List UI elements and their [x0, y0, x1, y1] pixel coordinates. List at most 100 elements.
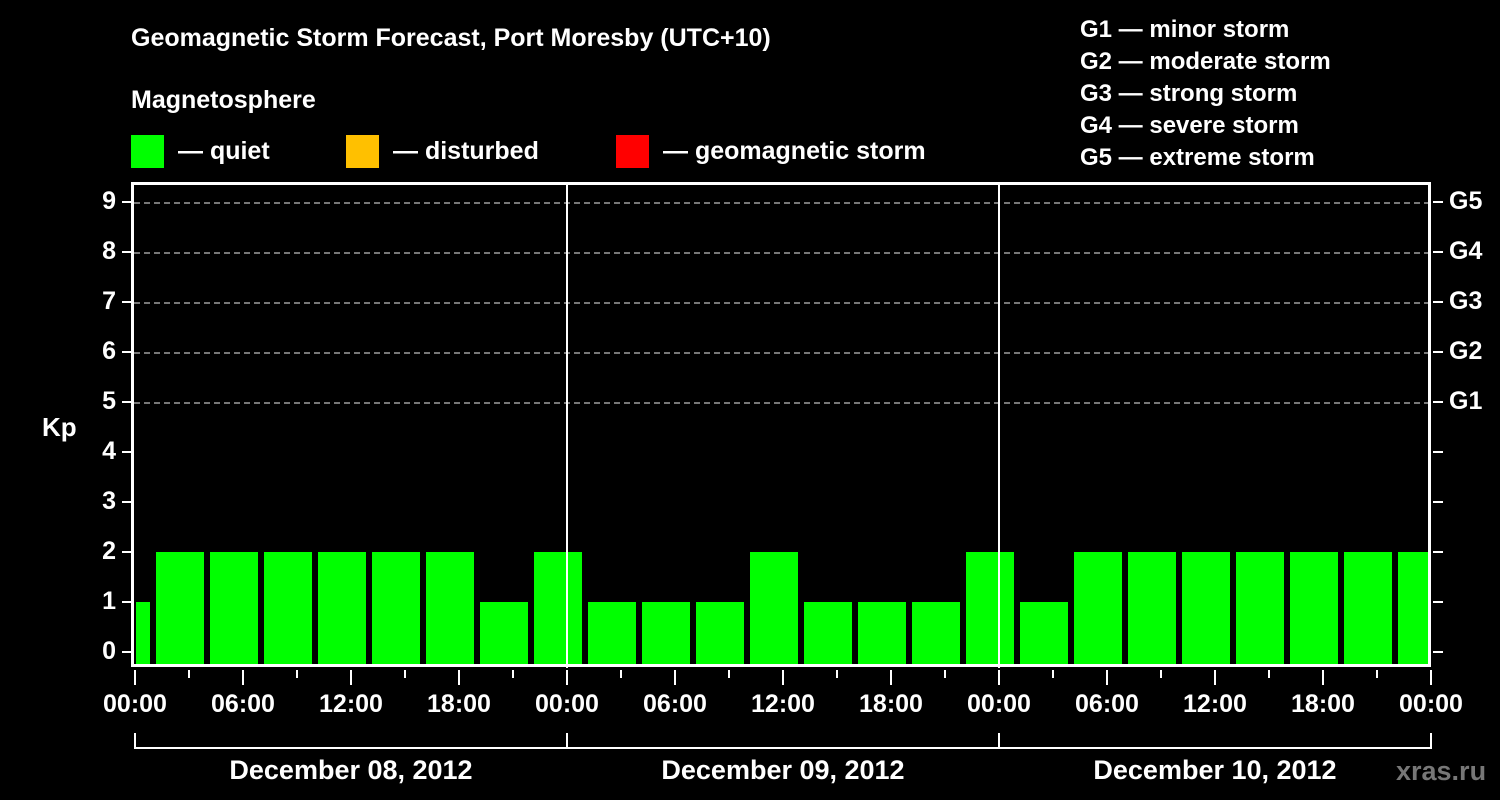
x-tick-major: [134, 670, 136, 685]
g-legend-item: G2 — moderate storm: [1080, 48, 1331, 75]
x-tick-major: [458, 670, 460, 685]
y-tick: [122, 301, 132, 303]
x-tick-minor: [296, 670, 298, 678]
x-tick-label: 06:00: [1075, 690, 1139, 718]
y-tick-label: 2: [102, 537, 116, 565]
x-tick-major: [1214, 670, 1216, 685]
date-bracket-line: [135, 747, 1431, 749]
date-bracket-end: [134, 733, 136, 749]
kp-bar: [156, 552, 204, 667]
kp-bar: [1074, 552, 1122, 667]
g-scale-legend: G1 — minor storm G2 — moderate storm G3 …: [1080, 14, 1331, 174]
kp-bar: [136, 602, 150, 667]
y-tick: [122, 601, 132, 603]
y-tick: [122, 651, 132, 653]
g-legend-item: G1 — minor storm: [1080, 16, 1290, 43]
y-tick-right: [1433, 601, 1443, 603]
y-tick: [122, 251, 132, 253]
kp-bar: [372, 552, 420, 667]
y-tick: [122, 551, 132, 553]
kp-bar: [1128, 552, 1176, 667]
x-tick-label: 12:00: [751, 690, 815, 718]
x-tick-minor: [1052, 670, 1054, 678]
x-tick-major: [1106, 670, 1108, 685]
x-tick-label: 18:00: [1291, 690, 1355, 718]
g-level-label: G1: [1449, 387, 1483, 415]
grid-line: [134, 402, 1430, 404]
date-bracket-end: [1430, 733, 1432, 749]
g-level-label: G4: [1449, 237, 1483, 265]
y-tick-right: [1433, 401, 1443, 403]
kp-bar: [1020, 602, 1068, 667]
x-tick-minor: [1268, 670, 1270, 678]
g-level-label: G2: [1449, 337, 1483, 365]
g-legend-item: G3 — strong storm: [1080, 80, 1298, 107]
x-tick-major: [1322, 670, 1324, 685]
y-tick: [122, 351, 132, 353]
kp-bar: [642, 602, 690, 667]
disturbed-swatch-icon: [346, 134, 379, 168]
kp-bar: [804, 602, 852, 667]
x-tick-label: 00:00: [535, 690, 599, 718]
kp-bar: [210, 552, 258, 667]
y-tick: [122, 501, 132, 503]
legend-quiet: — quiet: [131, 134, 270, 168]
y-axis-title: Kp: [42, 412, 77, 442]
x-tick-label: 00:00: [967, 690, 1031, 718]
kp-bar: [534, 552, 582, 667]
grid-line: [134, 252, 1430, 254]
y-tick-right: [1433, 551, 1443, 553]
y-tick-right: [1433, 251, 1443, 253]
date-label: December 10, 2012: [1093, 755, 1337, 785]
y-tick-label: 4: [102, 437, 116, 465]
kp-bar: [1236, 552, 1284, 667]
chart-title: Geomagnetic Storm Forecast, Port Moresby…: [131, 24, 771, 52]
y-tick-right: [1433, 501, 1443, 503]
y-tick-label: 0: [102, 637, 116, 665]
legend-storm-label: — geomagnetic storm: [663, 136, 926, 165]
legend-disturbed: — disturbed: [346, 134, 539, 168]
grid-line: [134, 302, 1430, 304]
x-tick-minor: [620, 670, 622, 678]
g-legend-item: G5 — extreme storm: [1080, 144, 1315, 171]
x-tick-label: 00:00: [1399, 690, 1463, 718]
date-bracket-end: [566, 733, 568, 749]
x-tick-major: [1430, 670, 1432, 685]
y-tick-label: 8: [102, 237, 116, 265]
day-separator: [998, 182, 1000, 668]
g-level-label: G3: [1449, 287, 1483, 315]
x-tick-minor: [188, 670, 190, 678]
chart-subtitle: Magnetosphere: [131, 86, 316, 114]
y-tick-right: [1433, 301, 1443, 303]
y-tick-label: 1: [102, 587, 116, 615]
x-tick-label: 06:00: [643, 690, 707, 718]
x-tick-label: 12:00: [1183, 690, 1247, 718]
kp-bar: [588, 602, 636, 667]
x-tick-label: 06:00: [211, 690, 275, 718]
y-tick-right: [1433, 201, 1443, 203]
kp-bar: [966, 552, 1014, 667]
x-tick-label: 18:00: [427, 690, 491, 718]
legend-disturbed-label: — disturbed: [393, 136, 539, 165]
y-tick: [122, 451, 132, 453]
y-tick-right: [1433, 651, 1443, 653]
y-tick: [122, 201, 132, 203]
x-tick-label: 18:00: [859, 690, 923, 718]
x-tick-minor: [1160, 670, 1162, 678]
kp-bar: [1182, 552, 1230, 667]
x-tick-minor: [728, 670, 730, 678]
x-tick-major: [242, 670, 244, 685]
x-tick-minor: [944, 670, 946, 678]
y-tick-label: 7: [102, 287, 116, 315]
day-separator: [566, 182, 568, 668]
g-legend-item: G4 — severe storm: [1080, 112, 1299, 139]
x-tick-major: [674, 670, 676, 685]
x-tick-major: [998, 670, 1000, 685]
x-tick-major: [890, 670, 892, 685]
x-tick-minor: [1376, 670, 1378, 678]
y-tick: [122, 401, 132, 403]
quiet-swatch-icon: [131, 134, 164, 168]
x-tick-major: [350, 670, 352, 685]
date-label: December 08, 2012: [229, 755, 473, 785]
plot-frame: [131, 182, 1431, 667]
